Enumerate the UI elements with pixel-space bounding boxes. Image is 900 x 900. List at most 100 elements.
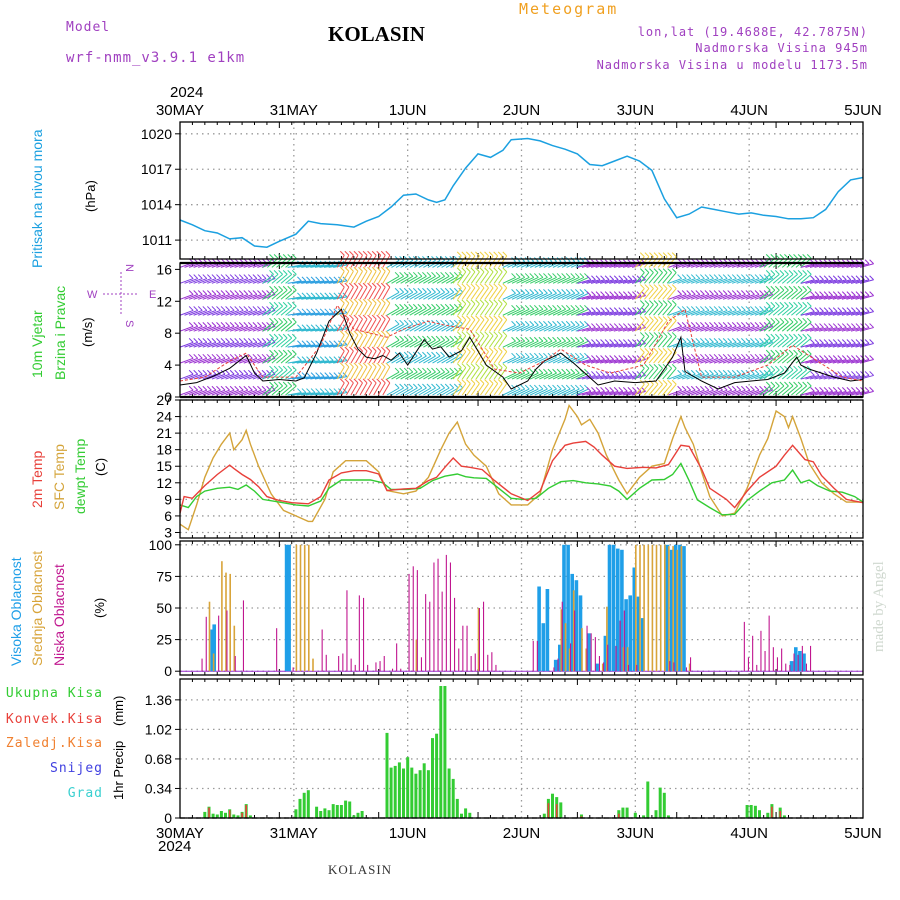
wind-barb [577,295,592,300]
wind-barb [336,318,345,332]
wind-barb-feather [301,340,307,346]
wind-barb [179,309,194,316]
wind-barb [837,327,851,332]
wind-barb-feather [641,323,646,328]
wind-barb-feather [770,333,776,339]
wind-barb [461,271,471,284]
wind-barb [627,327,642,332]
wind-barb [525,356,539,364]
wind-barb-feather [269,349,274,355]
wind-barb-feather [261,369,267,375]
wind-barb [364,318,373,332]
total-precip-bar [460,813,463,818]
wind-barb-feather [417,335,423,341]
wind-barb-feather [864,275,870,281]
wind-barb [516,308,530,316]
wind-barb-feather [622,371,628,376]
wind-barb-feather [704,338,710,343]
wind-barb-feather [197,369,203,375]
wind-barb [511,356,525,364]
wind-barb-feather [273,254,279,259]
wind-barb [355,318,363,332]
wind-barb [391,355,404,364]
wind-barb [280,321,293,332]
wind-barb [791,385,803,396]
wind-barb [644,383,654,396]
wind-barb [552,324,566,332]
wind-barb [570,324,585,332]
wind-barb-feather [533,352,539,358]
high-cloud-bar [562,544,566,672]
wind-barb-feather [774,381,780,387]
wind-barb-feather [671,316,677,321]
wind-barb-feather [422,303,427,309]
wind-barb-feather [713,353,719,359]
wind-barb-feather [380,330,386,336]
legend-frozen-precip: Zaledj.Kisa [5,736,103,751]
total-precip-bar [410,767,414,818]
wind-barb-feather [622,275,628,281]
wind-barb [557,308,571,316]
wind-barb-feather [461,331,467,337]
wind-barb-feather [188,290,194,295]
wind-barb-feather [627,275,633,281]
wind-barb-feather [613,275,619,281]
day-label-bottom: 5JUN [844,825,882,842]
y-tick-label: 25 [156,632,172,648]
wind-barb [220,341,235,348]
wind-barb-feather [319,324,325,330]
wind-barb-feather [851,387,856,392]
wind-barb-feather [344,266,350,272]
wind-barb-feather [604,275,610,281]
wind-barb-feather [211,274,217,279]
wind-barb-feather [449,271,455,277]
wind-barb [741,278,755,284]
wind-barb [480,271,489,284]
total-precip-bar [439,686,443,818]
wind-barb [516,388,530,396]
wind-barb-feather [515,273,521,278]
wind-barb-feather [869,259,874,265]
wind-barb-feather [376,250,382,256]
wind-barb [595,358,610,364]
wind-barb [662,320,673,332]
wind-barb-feather [591,387,596,392]
wind-barb [622,327,637,332]
wind-barb-feather [197,338,203,343]
wind-barb-feather [220,290,226,295]
wind-barb [548,292,562,300]
wind-barb-feather [731,322,737,327]
wind-barb [345,350,354,364]
wind-barb-feather [453,335,459,341]
wind-barb-feather [456,267,462,273]
wind-barb [618,279,633,284]
wind-barb [461,383,471,396]
wind-barb [631,390,646,396]
wind-barb [427,275,441,284]
wind-barb [305,312,320,316]
wind-barb [832,327,847,332]
wind-barb [257,325,271,332]
wind-barb-feather [632,275,637,281]
wind-barb-feather [417,367,423,373]
low-cloud-bar [756,664,758,672]
wind-barb [276,385,288,396]
wind-barb [736,357,751,364]
wind-barb-feather [681,385,687,391]
high-cloud-bar [632,567,637,672]
wind-barb [484,319,494,332]
wind-barb-feather [774,349,780,355]
wind-barb [350,318,359,332]
wind-barb [345,366,354,380]
wind-barb-feather [828,275,833,281]
wind-speed-line [179,308,864,390]
wind-barb-feather [627,323,633,328]
wind-barb-feather [846,371,852,376]
wind-barb-feather [618,339,624,344]
low-cloud-bar [400,668,402,672]
total-precip-bar [331,804,335,818]
wind-barb-feather [765,381,771,387]
wind-barb [814,374,829,380]
low-cloud-bar [536,640,538,672]
